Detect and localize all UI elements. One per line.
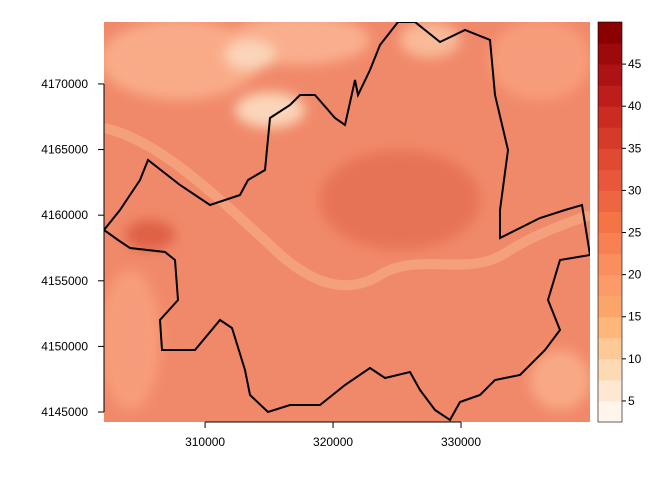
y-tick-label: 4155000 (41, 274, 88, 288)
y-tick-label: 4170000 (41, 77, 88, 91)
legend-color-band (598, 295, 622, 318)
legend-color-band (598, 64, 622, 86)
legend-color-band (598, 190, 622, 212)
legend-color-band (598, 400, 622, 423)
legend-color-band (598, 211, 622, 234)
x-tick-label: 320000 (313, 435, 353, 449)
legend-color-band (598, 148, 622, 170)
y-tick-label: 4150000 (41, 339, 88, 353)
y-tick-label: 4160000 (41, 208, 88, 222)
city-boundary (104, 22, 590, 422)
legend-color-band (598, 169, 622, 191)
legend-color-band (598, 106, 622, 128)
y-tick-label: 4145000 (41, 405, 88, 419)
legend-color-band (598, 337, 622, 360)
legend-color-band (598, 379, 622, 402)
legend-tick-label: 35 (628, 141, 642, 155)
legend-tick-label: 10 (628, 352, 642, 366)
legend-color-band (598, 253, 622, 276)
y-tick-label: 4165000 (41, 143, 88, 157)
x-tick-label: 330000 (441, 435, 481, 449)
legend-tick-label: 5 (628, 394, 635, 408)
legend-color-band (598, 127, 622, 149)
legend-color-band (598, 274, 622, 297)
legend-frame (597, 21, 623, 423)
raster (104, 22, 590, 422)
legend-tick-label: 40 (628, 99, 642, 113)
legend-color-band (598, 316, 622, 339)
legend-tick-label: 15 (628, 310, 642, 324)
legend-tick-label: 45 (628, 57, 642, 71)
legend-color-band (598, 22, 622, 44)
legend-color-band (598, 232, 622, 255)
legend-color-band (598, 85, 622, 107)
x-tick-label: 310000 (185, 435, 225, 449)
legend-tick-label: 25 (628, 226, 642, 240)
legend-tick-label: 20 (628, 268, 642, 282)
legend-color-band (598, 358, 622, 381)
legend-tick-label: 30 (628, 183, 642, 197)
legend-color-band (598, 43, 622, 65)
